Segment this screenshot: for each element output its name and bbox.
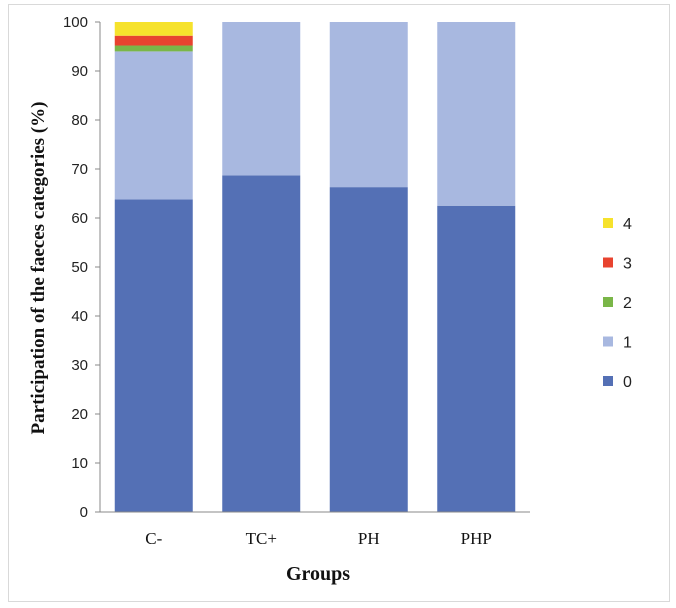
y-tick-label: 40 bbox=[71, 308, 88, 325]
y-axis-title: Participation of the faeces categories (… bbox=[28, 102, 49, 435]
y-tick-labels: 0 10 20 30 40 50 60 70 80 90 100 bbox=[63, 14, 100, 521]
x-tick-label: TC+ bbox=[246, 529, 277, 548]
bar-C--category-4 bbox=[114, 22, 193, 36]
x-tick-label: PHP bbox=[461, 529, 492, 548]
bar-PHP-category-0 bbox=[437, 205, 516, 512]
legend-label-4: 4 bbox=[623, 216, 632, 233]
bar-C--category-0 bbox=[114, 199, 193, 512]
y-tick-label: 80 bbox=[71, 112, 88, 129]
legend-label-1: 1 bbox=[623, 335, 632, 352]
bar-PH-category-0 bbox=[329, 187, 408, 512]
bar-TC+-category-0 bbox=[222, 175, 301, 512]
x-tick-labels: C- TC+ PH PHP bbox=[145, 529, 492, 548]
bar-C--category-3 bbox=[114, 35, 193, 46]
y-tick-label: 10 bbox=[71, 455, 88, 472]
legend-swatch-0 bbox=[603, 376, 613, 386]
x-axis-title: Groups bbox=[286, 563, 350, 585]
legend-label-0: 0 bbox=[623, 374, 632, 391]
legend-swatch-3 bbox=[603, 257, 613, 268]
y-tick-label: 20 bbox=[71, 406, 88, 423]
y-tick-label: 50 bbox=[71, 259, 88, 276]
legend-swatch-4 bbox=[603, 218, 613, 228]
bar-C--category-2 bbox=[114, 45, 193, 52]
y-tick-label: 90 bbox=[71, 63, 88, 80]
y-tick-label: 30 bbox=[71, 357, 88, 374]
legend-swatch-1 bbox=[603, 336, 613, 347]
bar-PH-category-1 bbox=[329, 22, 408, 188]
bars-group bbox=[114, 22, 516, 512]
legend: 4 3 2 1 0 bbox=[603, 216, 632, 391]
x-tick-label: PH bbox=[358, 529, 380, 548]
legend-label-3: 3 bbox=[623, 256, 632, 273]
y-tick-label: 70 bbox=[71, 161, 88, 178]
x-tick-label: C- bbox=[145, 529, 162, 548]
bar-C--category-1 bbox=[114, 51, 193, 200]
bar-TC+-category-1 bbox=[222, 22, 301, 176]
y-tick-label: 100 bbox=[63, 14, 88, 31]
legend-swatch-2 bbox=[603, 297, 613, 307]
y-tick-label: 0 bbox=[80, 504, 88, 521]
y-tick-label: 60 bbox=[71, 210, 88, 227]
legend-label-2: 2 bbox=[623, 295, 632, 312]
bar-PHP-category-1 bbox=[437, 22, 516, 206]
